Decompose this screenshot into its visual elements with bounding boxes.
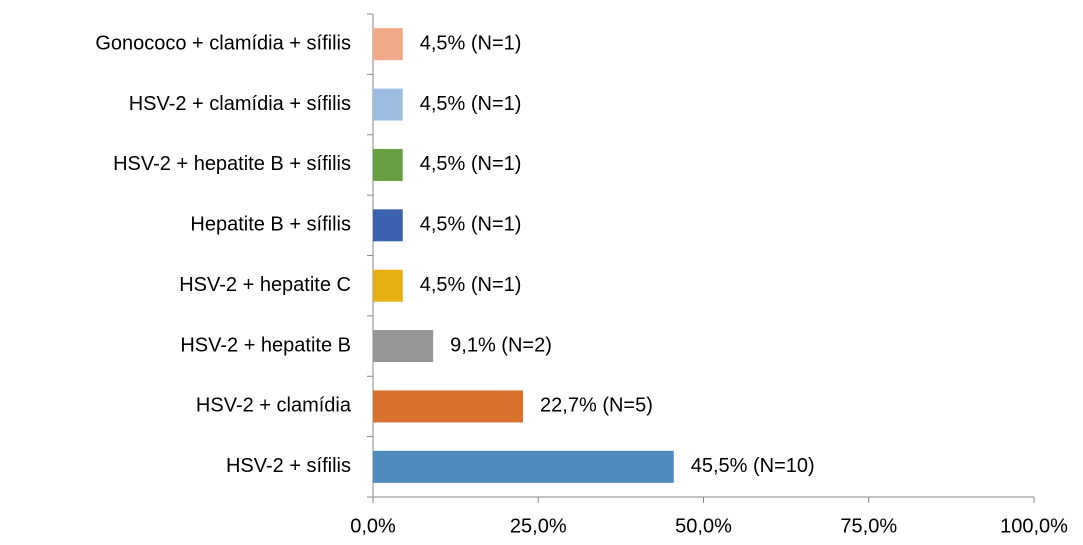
bar bbox=[373, 88, 403, 121]
bar bbox=[373, 148, 403, 181]
x-tick-label: 75,0% bbox=[840, 515, 897, 537]
value-label: 4,5% (N=1) bbox=[420, 274, 522, 296]
bar bbox=[373, 330, 434, 363]
value-label: 4,5% (N=1) bbox=[420, 93, 522, 115]
value-label: 4,5% (N=1) bbox=[420, 214, 522, 236]
bar bbox=[373, 390, 524, 423]
value-label: 4,5% (N=1) bbox=[420, 153, 522, 175]
y-tick-label: HSV-2 + hepatite B + sífilis bbox=[113, 153, 351, 175]
y-tick-label: HSV-2 + hepatite C bbox=[179, 274, 351, 296]
bar bbox=[373, 28, 403, 61]
y-tick-label: HSV-2 + hepatite B bbox=[180, 334, 351, 356]
value-label: 9,1% (N=2) bbox=[450, 334, 552, 356]
value-label: 4,5% (N=1) bbox=[420, 32, 522, 54]
y-tick-label: HSV-2 + clamídia + sífilis bbox=[129, 93, 351, 115]
bar bbox=[373, 450, 674, 483]
y-tick-label: Gonococo + clamídia + sífilis bbox=[95, 32, 351, 54]
y-tick-label: HSV-2 + sífilis bbox=[226, 455, 351, 477]
value-label: 45,5% (N=10) bbox=[691, 455, 815, 477]
x-tick-label: 100,0% bbox=[1000, 515, 1068, 537]
y-tick-label: Hepatite B + sífilis bbox=[190, 214, 351, 236]
value-label: 22,7% (N=5) bbox=[540, 395, 653, 417]
x-tick-label: 50,0% bbox=[675, 515, 732, 537]
y-tick-label: HSV-2 + clamídia bbox=[196, 395, 352, 417]
x-tick-label: 0,0% bbox=[350, 515, 396, 537]
x-tick-label: 25,0% bbox=[510, 515, 567, 537]
bar bbox=[373, 269, 403, 302]
bar bbox=[373, 209, 403, 242]
